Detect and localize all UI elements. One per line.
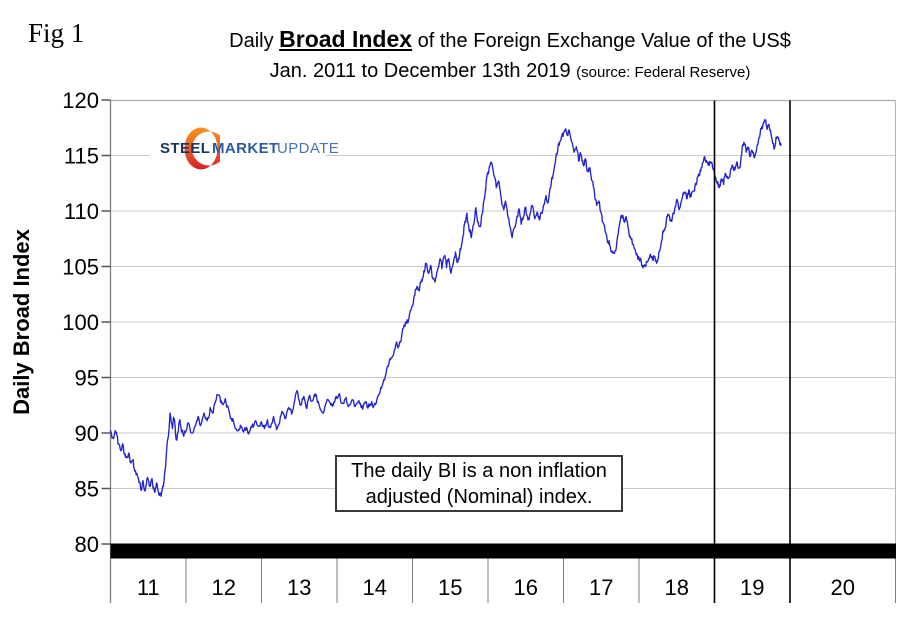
y-tick-label: 90	[75, 421, 99, 446]
x-tick-label: 11	[137, 575, 160, 600]
x-tick-label: 17	[589, 575, 613, 600]
y-tick-label: 85	[75, 477, 99, 502]
x-tick-label: 18	[665, 575, 689, 600]
y-tick-label: 80	[75, 532, 99, 557]
y-tick-label: 115	[64, 144, 99, 169]
x-tick-label: 13	[287, 575, 311, 600]
y-tick-label: 105	[62, 255, 99, 280]
y-tick-label: 110	[64, 199, 99, 224]
title-prefix: Daily	[229, 30, 280, 52]
chart-subtitle: Jan. 2011 to December 13th 2019 (source:…	[110, 56, 910, 88]
x-tick-label: 12	[212, 575, 236, 600]
logo-text-market: MARKET	[212, 140, 279, 157]
x-tick-label: 16	[514, 575, 538, 600]
logo-text-update: UPDATE	[277, 140, 340, 157]
title-suffix: of the Foreign Exchange Value of the US$	[412, 30, 791, 52]
figure-label: Fig 1	[28, 18, 85, 48]
subtitle-dates: Jan. 2011 to December 13th 2019	[269, 60, 577, 82]
crescent-moon-icon	[184, 127, 220, 170]
logo-text-steel: STEEL	[160, 140, 211, 157]
annotation-line-2: adjusted (Nominal) index.	[365, 486, 593, 508]
x-tick-label: 19	[740, 575, 764, 600]
steel-market-update-logo: STEEL MARKET UPDATE	[150, 126, 339, 172]
x-tick-label: 15	[438, 575, 462, 600]
baseline-bar	[110, 543, 896, 559]
x-tick-label: 20	[831, 575, 855, 600]
y-tick-label: 120	[62, 88, 99, 113]
y-axis-title: Daily Broad Index	[9, 229, 34, 415]
annotation-line-1: The daily BI is a non inflation	[351, 460, 607, 482]
broad-index-line	[109, 119, 782, 497]
chart-title: Daily Broad Index of the Foreign Exchang…	[110, 24, 910, 56]
y-tick-label: 100	[62, 310, 99, 335]
x-tick-label: 14	[363, 575, 387, 600]
y-tick-label: 95	[75, 366, 99, 391]
annotation-box: The daily BI is a non inflation adjusted…	[335, 455, 623, 512]
chart-title-block: Daily Broad Index of the Foreign Exchang…	[110, 24, 910, 88]
subtitle-source: (source: Federal Reserve)	[576, 64, 751, 81]
title-highlight: Broad Index	[279, 26, 413, 52]
